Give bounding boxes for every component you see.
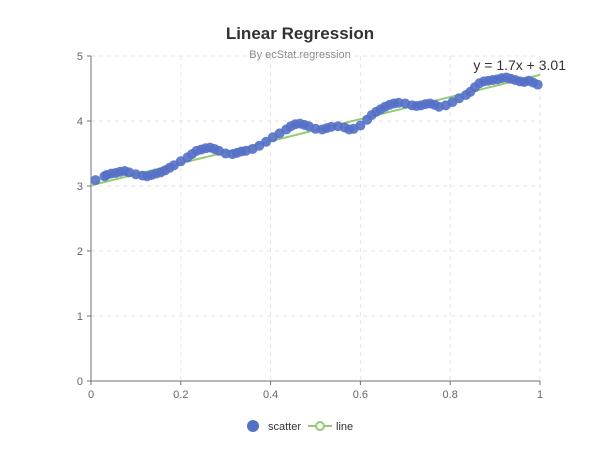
grid-layer: [90, 55, 541, 382]
scatter-point-layer: [90, 72, 543, 186]
y-tick-label: 2: [77, 246, 83, 258]
legend-item-line[interactable]: line: [308, 421, 353, 433]
x-tick-label: 0.4: [263, 389, 278, 401]
x-tick-label: 0.6: [353, 389, 368, 401]
legend-scatter-label: scatter: [268, 421, 301, 433]
legend-scatter-marker: [247, 420, 259, 432]
y-tick-label: 4: [77, 116, 83, 128]
y-tick-label: 5: [77, 51, 83, 63]
axis-layer: 0 1 2 3 4 5 0 0.2 0.4 0.6 0.8 1: [77, 51, 543, 401]
scatter-point[interactable]: [355, 120, 366, 131]
scatter-point[interactable]: [90, 175, 101, 186]
y-tick-label: 0: [77, 376, 83, 388]
y-tick-label: 1: [77, 311, 83, 323]
y-tick-label: 3: [77, 181, 83, 193]
x-tick-label: 0.2: [173, 389, 188, 401]
legend-line-label: line: [336, 421, 353, 433]
chart-title: Linear Regression: [226, 24, 374, 43]
legend: scatter line: [247, 420, 353, 433]
legend-line-marker: [315, 421, 325, 431]
x-tick-label: 0: [88, 389, 94, 401]
scatter-point[interactable]: [532, 79, 543, 90]
x-tick-label: 0.8: [443, 389, 458, 401]
chart-subtitle: By ecStat.regression: [249, 49, 351, 61]
legend-item-scatter[interactable]: scatter: [247, 420, 301, 433]
regression-equation: y = 1.7x + 3.01: [473, 57, 566, 73]
x-tick-label: 1: [537, 389, 543, 401]
